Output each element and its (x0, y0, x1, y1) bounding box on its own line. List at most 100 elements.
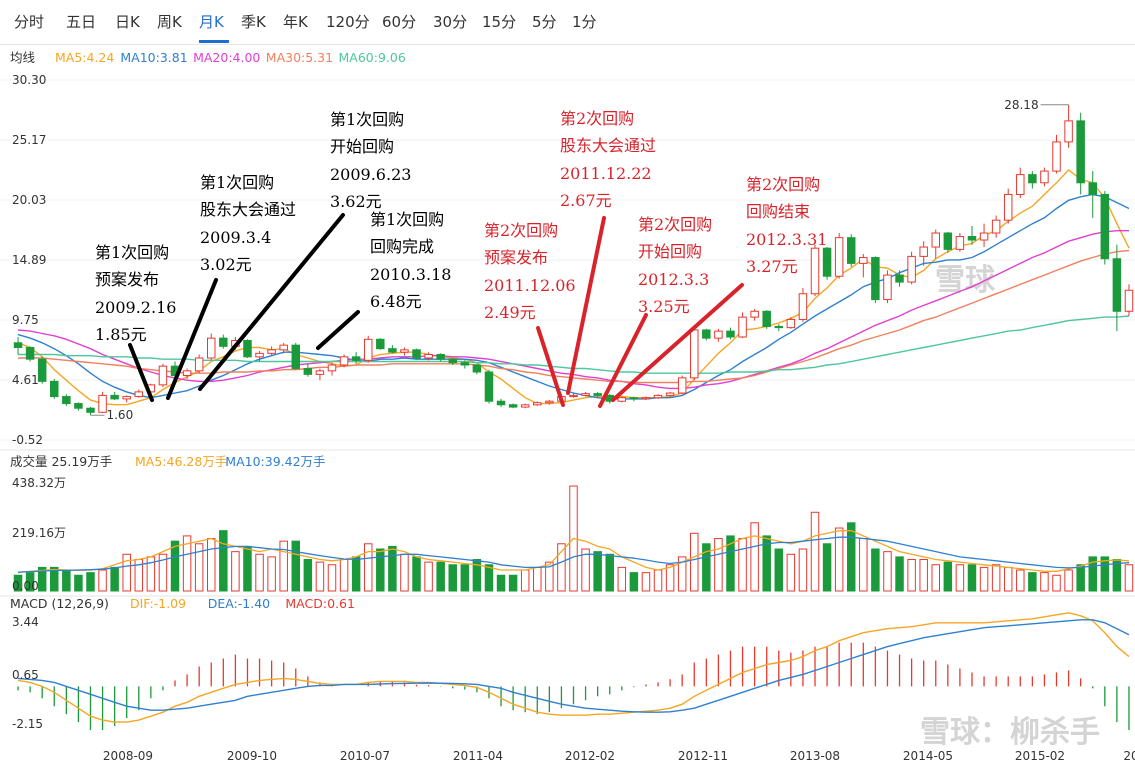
tab-1min[interactable]: 1分 (572, 13, 597, 31)
volume-bar (883, 551, 892, 592)
candle-body (810, 247, 820, 295)
candle-body (750, 310, 759, 318)
volume-bar (871, 548, 880, 592)
candle-body (774, 325, 784, 329)
candle-body (436, 353, 445, 360)
candle-body (412, 349, 421, 359)
volume-bar (520, 569, 530, 592)
annotation-red-line: 预案发布 (484, 248, 548, 267)
price-y-tick: 4.61 (12, 373, 39, 387)
candle-body (1003, 193, 1013, 221)
annotation-black-line: 2009.2.16 (95, 298, 176, 317)
volume-bar (303, 559, 313, 592)
volume-legend-ma10: MA10:39.42万手 (225, 454, 325, 469)
candle-body (206, 337, 216, 359)
volume-bar (557, 543, 566, 592)
candle-body (267, 349, 276, 354)
candle-body (545, 400, 554, 404)
tab-5min[interactable]: 5分 (532, 13, 557, 31)
tab-five-day[interactable]: 五日 (66, 13, 97, 31)
volume-bar (798, 548, 808, 592)
annotation-black-line: 第1次回购 (95, 243, 169, 262)
candle-body (448, 358, 457, 364)
candle-body (979, 232, 989, 241)
annotation-red-line: 第2次回购 (484, 221, 558, 240)
candle-body (62, 396, 71, 405)
tab-weekly-k[interactable]: 周K (157, 13, 182, 31)
volume-bar (629, 572, 639, 592)
volume-bar (533, 566, 542, 592)
annotation-black-line: 3.02元 (200, 255, 252, 274)
annotation-pointer-black (128, 343, 154, 402)
candle-body (931, 232, 941, 248)
annotation-red-line: 3.25元 (638, 297, 690, 316)
candle-body (1124, 289, 1134, 312)
volume-bar (931, 564, 941, 592)
macd-y-tick: 0.65 (12, 668, 39, 682)
annotation-red-line: 2.67元 (560, 191, 612, 210)
tab-quarterly-k[interactable]: 季K (241, 13, 266, 31)
x-axis-tick: 2009-10 (227, 749, 277, 763)
volume-bar (243, 545, 252, 592)
annotation-black-line: 回购完成 (370, 237, 434, 256)
candle-body (363, 338, 373, 361)
annotation-red-line: 第2次回购 (746, 175, 820, 194)
candle-body (822, 247, 832, 277)
price-y-tick: 25.17 (12, 133, 46, 147)
volume-bar (545, 561, 554, 592)
candle-body (798, 293, 808, 320)
tab-intraday[interactable]: 分时 (14, 13, 45, 31)
volume-legend-ma5: MA5:46.28万手 (135, 454, 227, 469)
volume-bar (231, 551, 240, 592)
volume-bar (1052, 574, 1061, 592)
volume-bar (460, 564, 470, 592)
volume-ma-ma5 (17, 530, 1130, 574)
volume-bar (762, 535, 771, 592)
candle-body (967, 236, 977, 241)
candle-body (991, 219, 1001, 234)
macd-legend-title: MACD (12,26,9) (10, 596, 109, 611)
tab-120min[interactable]: 120分 (326, 13, 370, 31)
candle-body (859, 257, 868, 264)
candle-body (895, 274, 904, 283)
volume-y-tick: 438.32万 (12, 476, 66, 490)
candle-body (1064, 120, 1073, 143)
volume-bar (267, 556, 276, 592)
price-y-tick: 14.89 (12, 253, 46, 267)
tab-30min[interactable]: 30分 (433, 13, 468, 31)
tab-15min[interactable]: 15分 (482, 13, 517, 31)
annotation-pointer-black (316, 310, 360, 350)
volume-bar (834, 527, 844, 592)
min-price-label: 1.60 (106, 408, 133, 422)
candle-body (122, 396, 131, 400)
volume-bar (810, 511, 820, 592)
annotation-red-line: 2012.3.3 (638, 270, 709, 289)
tab-yearly-k[interactable]: 年K (283, 13, 308, 31)
volume-bar (62, 569, 71, 592)
annotation-red-line: 2011.12.22 (560, 164, 652, 183)
volume-bar (1016, 569, 1025, 592)
volume-bar (677, 556, 687, 592)
volume-bar (86, 572, 95, 592)
candle-body (50, 380, 59, 398)
candle-body (13, 342, 23, 348)
watermark-bottom: 雪球：柳杀手 (920, 715, 1100, 750)
ma-line-ma30 (18, 249, 1130, 384)
volume-bar (13, 574, 23, 592)
candle-body (110, 394, 119, 400)
tab-60min[interactable]: 60分 (382, 13, 417, 31)
volume-bar (846, 522, 856, 592)
volume-bar (1088, 556, 1097, 592)
x-axis-tick: 2011-04 (453, 749, 503, 763)
tab-daily-k[interactable]: 日K (115, 13, 140, 31)
macd-legend-dif: DIF:-1.09 (130, 596, 186, 611)
candle-body (484, 371, 494, 402)
candle-body (653, 394, 663, 399)
volume-bar (774, 548, 784, 592)
candle-body (37, 358, 47, 382)
candle-body (533, 402, 542, 406)
volume-bar (339, 559, 349, 592)
tab-monthly-k[interactable]: 月K (199, 13, 224, 31)
x-axis-tick: 2013-08 (790, 749, 840, 763)
